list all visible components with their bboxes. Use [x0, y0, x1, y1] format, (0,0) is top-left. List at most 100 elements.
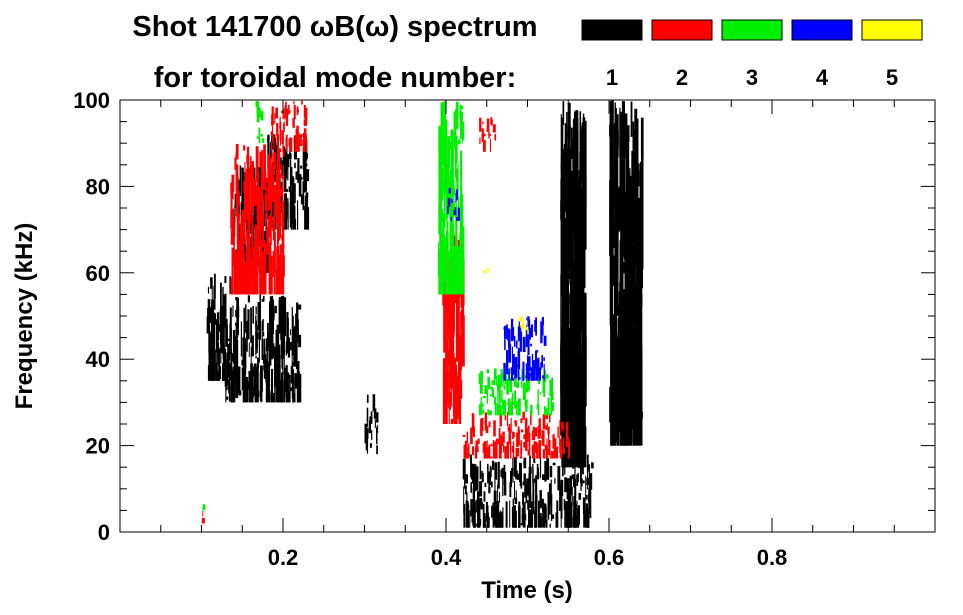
- spectral-streak: [273, 142, 277, 160]
- spectral-streak: [525, 399, 528, 409]
- spectral-streak: [565, 428, 569, 448]
- spectral-streak: [447, 136, 450, 169]
- spectral-streak: [266, 361, 269, 367]
- spectral-streak: [213, 349, 216, 381]
- spectral-streak: [223, 349, 225, 381]
- spectral-streak: [581, 353, 585, 468]
- spectral-streak: [509, 381, 512, 386]
- spectral-streak: [524, 401, 527, 406]
- spectral-streak: [515, 510, 517, 528]
- spectral-streak: [626, 173, 630, 184]
- spectral-streak: [283, 124, 285, 130]
- spectral-streak: [620, 392, 622, 419]
- spectral-streak: [505, 374, 507, 384]
- spectral-streak: [448, 176, 451, 212]
- spectral-streak: [503, 379, 505, 389]
- spectral-streak: [290, 167, 293, 186]
- x-tick-label: 0.8: [757, 545, 788, 570]
- spectral-streak: [458, 139, 461, 145]
- spectral-streak: [371, 430, 373, 440]
- spectral-streak: [276, 123, 279, 137]
- spectral-streak: [294, 378, 297, 384]
- spectral-streak: [538, 440, 540, 459]
- spectral-streak: [495, 506, 497, 527]
- spectral-streak: [620, 305, 622, 318]
- spectral-streak: [570, 251, 572, 379]
- spectral-streak: [304, 205, 306, 230]
- spectral-streak: [237, 243, 239, 295]
- spectral-streak: [624, 274, 627, 316]
- spectral-streak: [627, 125, 630, 143]
- spectral-streak: [524, 481, 526, 498]
- spectral-streak: [257, 186, 261, 200]
- spectral-streak: [236, 245, 239, 249]
- spectral-streak: [255, 254, 258, 267]
- spectral-streak: [376, 427, 378, 445]
- spectral-streak: [266, 343, 269, 366]
- spectral-streak: [445, 172, 448, 221]
- spectral-streak: [273, 305, 275, 318]
- spectral-streak: [446, 337, 449, 402]
- spectral-streak: [613, 390, 617, 446]
- legend-swatch-1: [581, 19, 643, 41]
- spectral-streak: [455, 189, 458, 201]
- legend-label-1: 1: [606, 65, 618, 90]
- spectral-streak: [585, 509, 588, 528]
- spectral-streak: [637, 163, 640, 187]
- spectral-streak: [459, 189, 461, 208]
- spectral-streak: [372, 394, 376, 412]
- spectral-streak: [473, 479, 476, 484]
- spectral-streak: [257, 357, 260, 369]
- spectral-streak: [588, 493, 590, 503]
- spectral-streak: [480, 501, 483, 510]
- spectral-streak: [234, 265, 238, 273]
- spectral-streak: [500, 433, 502, 437]
- spectral-streak: [243, 245, 245, 295]
- mode-1-region: [462, 454, 594, 528]
- spectral-streak: [261, 239, 263, 262]
- spectral-streak: [285, 189, 288, 192]
- spectral-streak: [517, 426, 520, 445]
- spectral-streak: [519, 316, 523, 322]
- spectral-streak: [460, 311, 462, 339]
- spectral-streak: [493, 420, 496, 437]
- spectral-streak: [269, 313, 272, 326]
- spectral-streak: [211, 310, 214, 331]
- spectral-streak: [527, 378, 530, 391]
- y-tick-label: 100: [73, 88, 110, 113]
- spectral-streak: [232, 225, 234, 230]
- spectral-streak: [242, 365, 246, 403]
- spectral-streak: [285, 388, 288, 398]
- spectral-streak: [503, 399, 506, 416]
- spectral-streak: [289, 153, 292, 159]
- spectral-streak: [231, 264, 233, 295]
- spectral-streak: [528, 473, 532, 499]
- spectral-streak: [572, 420, 576, 468]
- spectral-streak: [297, 371, 300, 403]
- spectral-streak: [247, 295, 250, 303]
- spectral-streak: [504, 384, 506, 391]
- spectral-streak: [528, 330, 531, 340]
- spectral-streak: [224, 276, 227, 283]
- spectral-streak: [545, 425, 548, 430]
- spectral-streak: [460, 350, 462, 371]
- spectral-streak: [278, 148, 282, 152]
- spectral-streak: [284, 194, 287, 230]
- spectral-streak: [465, 474, 468, 484]
- spectral-streak: [236, 285, 240, 295]
- spectral-streak: [291, 176, 294, 207]
- spectral-streak: [549, 523, 551, 528]
- spectral-streak: [280, 181, 283, 213]
- spectral-streak: [447, 332, 449, 340]
- spectral-streak: [542, 375, 544, 379]
- spectral-streak: [523, 473, 526, 483]
- spectral-streak: [243, 145, 246, 151]
- spectral-streak: [482, 409, 485, 413]
- spectral-streak: [538, 418, 541, 433]
- spectral-streak: [526, 478, 529, 496]
- spectral-streak: [441, 208, 444, 217]
- spectral-streak: [543, 392, 545, 398]
- spectral-streak: [449, 169, 452, 200]
- spectral-streak: [253, 178, 256, 198]
- spectral-streak: [447, 354, 449, 367]
